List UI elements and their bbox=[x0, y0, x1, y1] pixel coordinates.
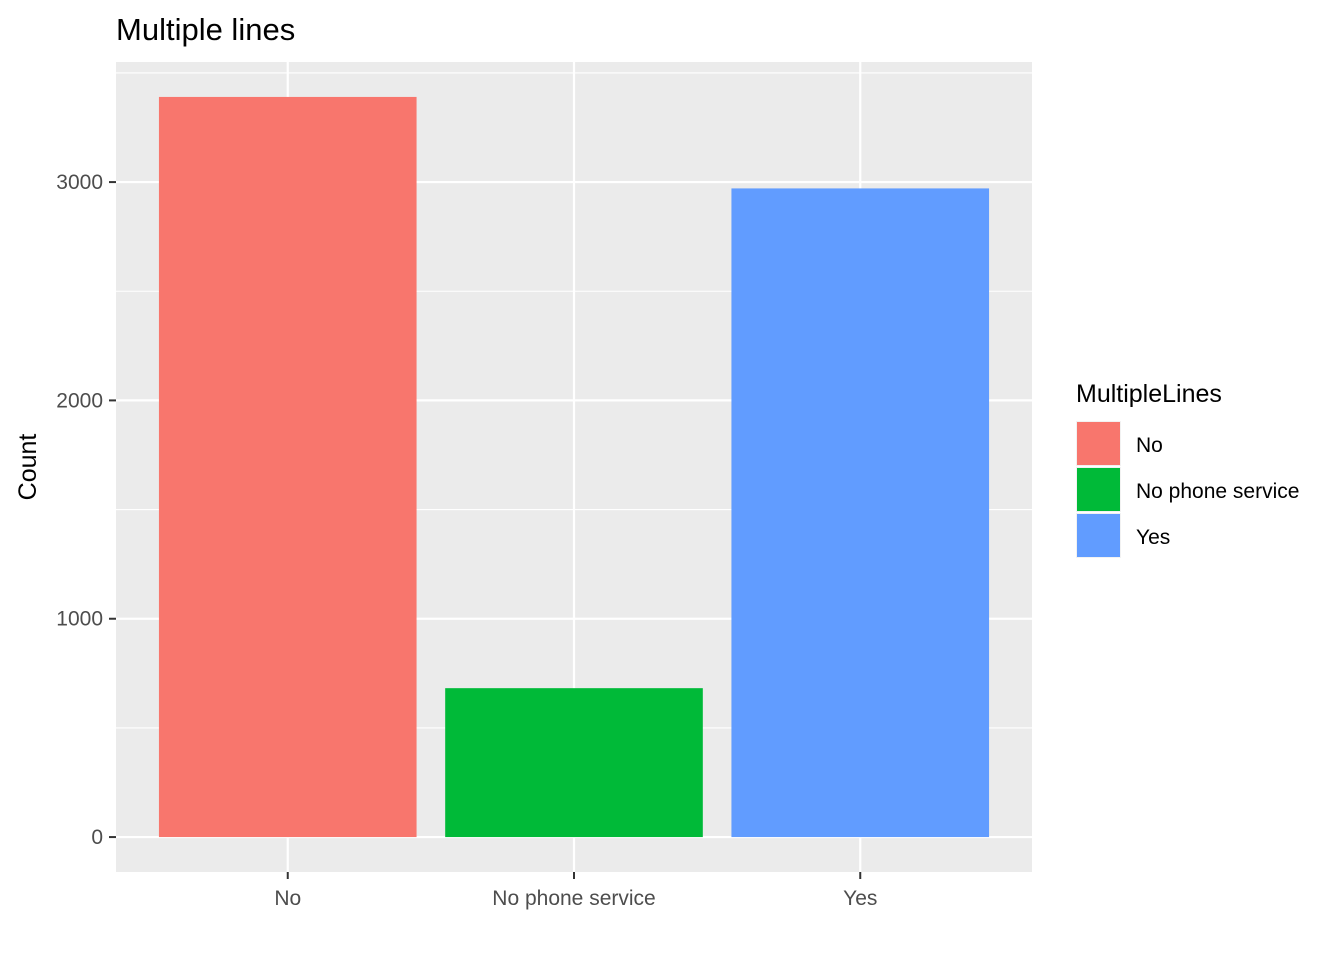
legend-swatch bbox=[1077, 422, 1120, 465]
legend-title: MultipleLines bbox=[1076, 380, 1222, 408]
bars bbox=[158, 96, 990, 838]
legend-label: Yes bbox=[1136, 526, 1170, 549]
x-axis: No No phone service Yes bbox=[274, 872, 877, 910]
x-tick-label: No phone service bbox=[492, 887, 655, 910]
bar-no-phone-service bbox=[445, 688, 703, 838]
y-tick-label: 0 bbox=[91, 826, 103, 849]
y-axis: 0 1000 2000 3000 bbox=[56, 171, 116, 849]
legend-swatch bbox=[1077, 468, 1120, 511]
legend: MultipleLines No No phone service Yes bbox=[1076, 380, 1299, 558]
y-axis-title: Count bbox=[14, 434, 42, 501]
y-tick-label: 1000 bbox=[56, 608, 103, 631]
x-tick-label: No bbox=[274, 887, 301, 910]
y-tick-label: 2000 bbox=[56, 389, 103, 412]
legend-swatch bbox=[1077, 514, 1120, 557]
y-tick-label: 3000 bbox=[56, 171, 103, 194]
legend-label: No bbox=[1136, 434, 1163, 457]
x-tick-label: Yes bbox=[843, 887, 877, 910]
chart-title: Multiple lines bbox=[116, 12, 295, 47]
bar-yes bbox=[731, 188, 990, 838]
legend-label: No phone service bbox=[1136, 480, 1299, 503]
bar-no bbox=[158, 96, 417, 838]
